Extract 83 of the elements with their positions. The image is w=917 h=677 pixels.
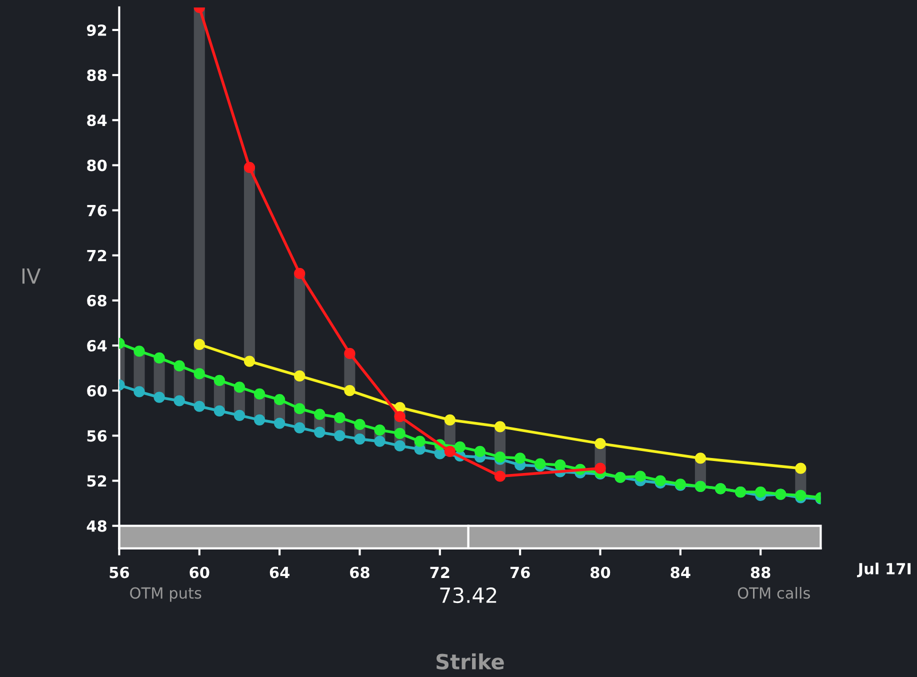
point [194, 400, 205, 412]
point [534, 458, 546, 470]
x-tick-label: 60 [190, 566, 210, 578]
point [294, 370, 306, 382]
point [294, 403, 306, 414]
y-tick-label: 88 [87, 70, 106, 82]
point [654, 475, 666, 486]
point [514, 452, 526, 464]
point [795, 490, 806, 501]
point [414, 436, 426, 447]
point [194, 368, 205, 380]
point [244, 162, 256, 174]
point [634, 470, 646, 482]
point [454, 441, 466, 453]
y-tick-label: 72 [87, 250, 106, 262]
point [594, 462, 606, 474]
point [554, 459, 566, 471]
point [174, 395, 185, 406]
y-tick-label: 52 [87, 475, 106, 487]
x-tick-label: 84 [670, 566, 690, 578]
point [354, 418, 366, 430]
point [354, 434, 366, 445]
point [374, 436, 386, 447]
bar [244, 167, 255, 362]
point [394, 440, 406, 452]
point [174, 360, 185, 372]
x-tick-label: 64 [270, 566, 290, 578]
y-tick-label: 80 [87, 160, 107, 172]
y-tick-label: 48 [86, 520, 106, 532]
point [214, 374, 225, 386]
point [755, 486, 766, 498]
point [294, 268, 306, 279]
point [154, 392, 165, 403]
point [214, 405, 225, 416]
point [494, 470, 506, 482]
x-tick-label: 72 [430, 566, 450, 578]
point [134, 346, 145, 357]
point [334, 412, 346, 424]
band-label: OTM calls [738, 586, 810, 599]
point [344, 348, 356, 359]
point [254, 414, 266, 426]
x-tick-label: 80 [590, 566, 610, 578]
x-tick-label: 88 [750, 566, 770, 578]
point [374, 424, 386, 436]
point [234, 382, 246, 393]
y-tick-label: 64 [87, 340, 107, 352]
text: Jul 17I [857, 562, 911, 578]
point [394, 428, 406, 439]
point [594, 438, 606, 450]
point [274, 418, 286, 429]
y-tick-label: 76 [87, 204, 107, 216]
point [274, 394, 286, 406]
bar [194, 7, 205, 406]
point [244, 356, 256, 367]
point [444, 446, 456, 458]
x-tick-label: 76 [510, 566, 530, 578]
y-tick-label: 92 [86, 24, 106, 36]
point [344, 385, 356, 396]
point [194, 338, 205, 350]
point [694, 452, 706, 464]
point [134, 386, 145, 398]
point [444, 414, 456, 426]
point [234, 410, 246, 421]
point [474, 446, 486, 458]
point [154, 352, 165, 364]
point [254, 388, 266, 400]
x-tick-label: 68 [350, 566, 370, 578]
y-tick-label: 60 [87, 385, 107, 397]
y-tick-label: 84 [87, 114, 107, 126]
x-tick-label: 56 [110, 566, 130, 578]
point [314, 408, 326, 420]
point [795, 462, 806, 474]
point [394, 410, 406, 422]
text: 73.42 [440, 587, 496, 604]
x-axis-title: Strike [436, 653, 504, 670]
point [314, 426, 326, 438]
band-label: OTM puts [130, 587, 202, 602]
point [334, 430, 346, 442]
y-tick-label: 56 [87, 430, 107, 442]
point [294, 422, 306, 434]
y-tick-label: 68 [87, 294, 106, 306]
y-axis-title: IV [22, 268, 41, 284]
point [494, 421, 506, 432]
